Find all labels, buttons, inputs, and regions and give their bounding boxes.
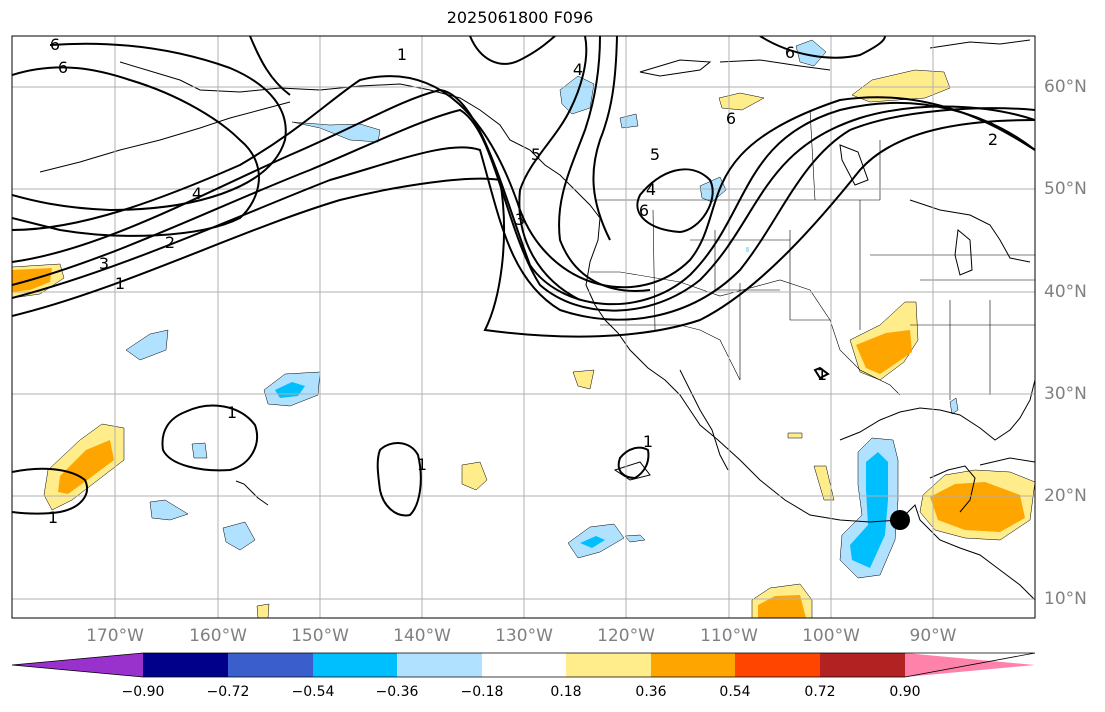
contour-label: 4 bbox=[192, 184, 202, 203]
map-frame bbox=[11, 35, 1036, 619]
colorbar-tick-label: 0.54 bbox=[719, 684, 751, 700]
contour-lines bbox=[12, 36, 1035, 517]
contour-label: 1 bbox=[643, 432, 653, 451]
lat-label: 20°N bbox=[1044, 486, 1087, 506]
anomaly-shading bbox=[12, 39, 1035, 618]
lat-label: 30°N bbox=[1044, 384, 1087, 404]
colorbar-segment bbox=[566, 653, 651, 677]
contour-label: 1 bbox=[817, 365, 827, 384]
lat-label: 50°N bbox=[1044, 179, 1087, 199]
contour-label: 1 bbox=[48, 508, 58, 527]
colorbar-tick-label: 0.36 bbox=[635, 684, 667, 700]
colorbar-segment bbox=[651, 653, 735, 677]
lon-label: 130°W bbox=[495, 626, 553, 646]
location-marker bbox=[890, 510, 910, 530]
lat-label: 10°N bbox=[1044, 589, 1087, 609]
positive-anomaly-area bbox=[256, 603, 270, 618]
positive-anomaly-area bbox=[787, 432, 803, 439]
contour-label: 2 bbox=[988, 130, 998, 149]
positive-anomaly-area bbox=[461, 461, 488, 491]
contour-label: 1 bbox=[227, 403, 237, 422]
negative-anomaly-area bbox=[191, 442, 208, 459]
contour-label: 6 bbox=[50, 35, 60, 54]
lon-label: 150°W bbox=[291, 626, 349, 646]
positive-anomaly-area bbox=[851, 69, 951, 103]
lon-label: 110°W bbox=[700, 626, 758, 646]
contour-label: 4 bbox=[573, 60, 583, 79]
positive-anomaly-core bbox=[930, 482, 1025, 532]
negative-anomaly-area bbox=[291, 121, 381, 143]
colorbar-tick-label: −0.18 bbox=[460, 684, 504, 700]
negative-anomaly-area bbox=[949, 397, 959, 415]
negative-anomaly-core bbox=[850, 452, 888, 568]
contour-label: 5 bbox=[531, 145, 541, 164]
lat-label: 40°N bbox=[1044, 282, 1087, 302]
colorbar-segment bbox=[313, 653, 397, 677]
colorbar-segment bbox=[228, 653, 313, 677]
colorbar-segment bbox=[143, 653, 228, 677]
contour-label-group: 6 6 5 4 4 3 2 1 1 1 1 1 1 3 4 5 6 6 2 6 … bbox=[48, 35, 998, 527]
colorbar-under-arrow bbox=[12, 653, 143, 677]
negative-anomaly-area bbox=[795, 39, 827, 67]
lon-label: 120°W bbox=[597, 626, 655, 646]
lon-label: 170°W bbox=[86, 626, 144, 646]
colorbar-tick-label: 0.72 bbox=[804, 684, 836, 700]
colorbar-segment bbox=[735, 653, 820, 677]
contour-label: 4 bbox=[646, 180, 656, 199]
negative-anomaly-area bbox=[149, 499, 189, 521]
lat-label: 60°N bbox=[1044, 77, 1087, 97]
negative-anomaly-area bbox=[222, 521, 256, 551]
negative-anomaly-area bbox=[619, 113, 639, 129]
positive-anomaly-area bbox=[718, 92, 765, 111]
positive-anomaly-core bbox=[856, 330, 912, 374]
negative-anomaly-area bbox=[746, 247, 749, 252]
contour-label: 1 bbox=[397, 45, 407, 64]
contour-label: 1 bbox=[417, 455, 427, 474]
colorbar-segment bbox=[820, 653, 905, 677]
colorbar-tick-label: 0.90 bbox=[889, 684, 921, 700]
colorbar-tick-label: −0.72 bbox=[206, 684, 250, 700]
colorbar-tick-label: −0.90 bbox=[121, 684, 165, 700]
positive-anomaly-core bbox=[758, 595, 806, 618]
contour-label: 3 bbox=[99, 254, 109, 273]
positive-anomaly-area bbox=[572, 369, 595, 390]
contour-label: 3 bbox=[515, 210, 525, 229]
contour-label: 6 bbox=[58, 58, 68, 77]
contour-label: 5 bbox=[650, 145, 660, 164]
lon-label: 140°W bbox=[393, 626, 451, 646]
negative-anomaly-area bbox=[624, 534, 646, 543]
colorbar-tick-label: −0.54 bbox=[291, 684, 335, 700]
lon-label: 100°W bbox=[802, 626, 860, 646]
negative-anomaly-core bbox=[580, 536, 605, 548]
colorbar-tick-label: −0.36 bbox=[375, 684, 419, 700]
contour-label: 6 bbox=[785, 43, 795, 62]
colorbar-tick-label: 0.18 bbox=[550, 684, 582, 700]
positive-anomaly-area bbox=[813, 465, 835, 501]
lon-label: 90°W bbox=[909, 626, 957, 646]
colorbar-segment bbox=[482, 653, 566, 677]
contour-label: 6 bbox=[639, 201, 649, 220]
negative-anomaly-area bbox=[125, 329, 169, 361]
colorbar bbox=[11, 652, 1036, 678]
colorbar-segment bbox=[397, 653, 482, 677]
map-title: 2025061800 F096 bbox=[446, 8, 594, 27]
positive-anomaly-core bbox=[58, 440, 114, 494]
contour-label: 2 bbox=[165, 233, 175, 252]
contour-label: 1 bbox=[115, 274, 125, 293]
lon-label: 160°W bbox=[189, 626, 247, 646]
coastlines bbox=[39, 39, 1035, 601]
contour-label: 6 bbox=[726, 109, 736, 128]
